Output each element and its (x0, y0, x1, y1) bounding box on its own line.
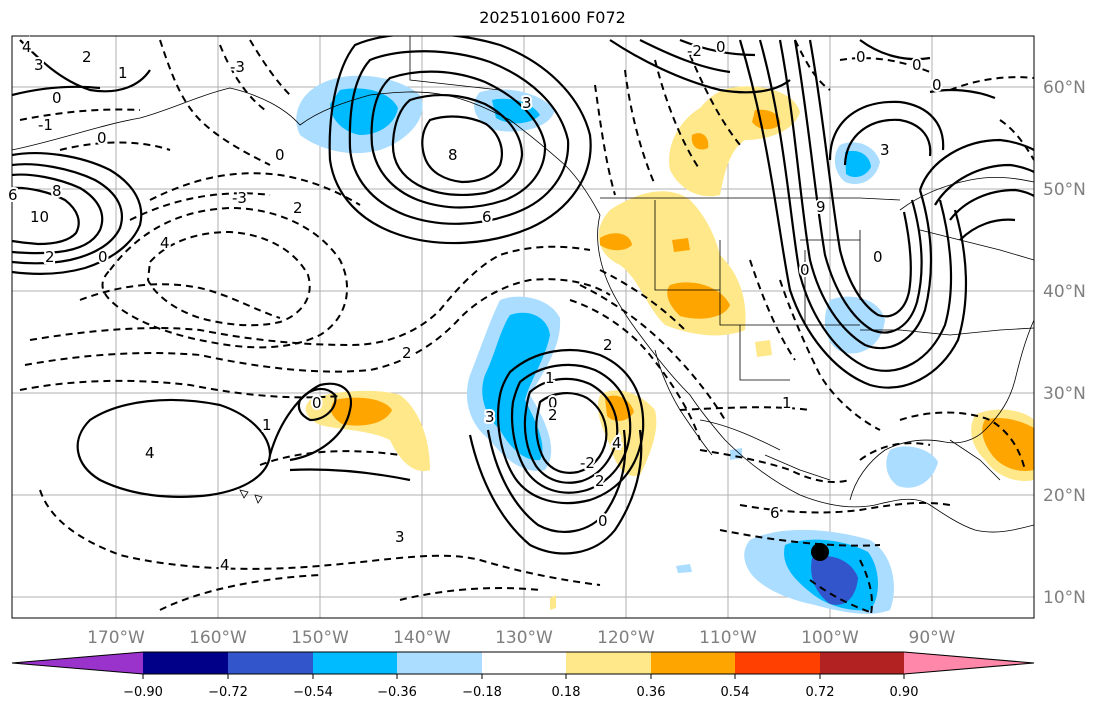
lat-label: 10°N (1043, 588, 1086, 608)
contour-label: 8 (52, 182, 62, 200)
lat-label: 30°N (1043, 384, 1086, 404)
contour-label: 3 (395, 528, 405, 546)
contour-label: 10 (30, 208, 49, 226)
positive-contours (12, 36, 1034, 555)
contour-label: 3 (485, 408, 495, 426)
contour-label: 1 (262, 416, 272, 434)
contour-label: 0 (873, 248, 883, 266)
lat-label: 20°N (1043, 486, 1086, 506)
contour-label: 2 (293, 199, 303, 217)
contour-label: -3 (230, 58, 245, 76)
contour-label: 2 (548, 406, 558, 424)
contour-label: 0 (598, 512, 608, 530)
colorbar-tick-label: −0.72 (208, 685, 248, 700)
contour-label: 0 (548, 394, 558, 412)
contour-label: 0 (912, 56, 922, 74)
colorbar: −0.90 −0.72 −0.54 −0.36 −0.18 0.18 0.36 … (11, 651, 1035, 700)
contour-label: 0 (98, 248, 108, 266)
contour-label: 4 (145, 444, 155, 462)
lat-label: 50°N (1043, 180, 1086, 200)
lon-label: 140°W (393, 628, 451, 648)
contour-label: 8 (448, 146, 458, 164)
contour-label: 4 (220, 556, 230, 574)
longitude-labels: 170°W 160°W 150°W 140°W 130°W 120°W 110°… (87, 628, 956, 648)
colorbar-tick-label: 0.72 (806, 685, 835, 700)
colorbar-tick-label: −0.18 (462, 685, 502, 700)
colorbar-tick-label: 0.18 (552, 685, 581, 700)
contour-label: -2 (580, 454, 595, 472)
colorbar-extend-min (12, 652, 143, 674)
colorbar-bin (143, 652, 228, 674)
position-marker (811, 543, 829, 561)
contour-label: 6 (482, 208, 492, 226)
contour-label: 6 (8, 186, 18, 204)
contour-label: 4 (612, 434, 622, 452)
contour-label: 1 (782, 394, 792, 412)
contour-label: 0 (312, 394, 322, 412)
lat-label: 60°N (1043, 78, 1086, 98)
contour-label: 1 (118, 64, 128, 82)
contour-label: -1 (38, 116, 53, 134)
colorbar-tick-label: −0.36 (377, 685, 417, 700)
colorbar-bin (397, 652, 482, 674)
lon-label: 90°W (909, 628, 956, 648)
lon-label: 110°W (699, 628, 757, 648)
contour-label: 2 (595, 472, 605, 490)
contour-label: 0 (52, 89, 62, 107)
colorbar-bin (228, 652, 313, 674)
contour-label: 9 (816, 198, 826, 216)
map-title: 2025101600 F072 (479, 8, 626, 27)
lon-label: 100°W (801, 628, 859, 648)
colorbar-bin (482, 652, 566, 674)
negative-contours (19, 39, 1034, 618)
lon-label: 160°W (189, 628, 247, 648)
colorbar-bin (313, 652, 397, 674)
lon-label: 170°W (87, 628, 145, 648)
contour-label: 3 (522, 94, 532, 112)
contour-label: 4 (22, 38, 32, 56)
contour-label: -2 (687, 42, 702, 60)
contour-labels: 3 240-31-10038610824-3260401210-223430241… (6, 36, 944, 576)
map-frame (11, 35, 1035, 619)
colorbar-bin (820, 652, 904, 674)
colorbar-tick-label: −0.90 (123, 685, 163, 700)
contour-label: 2 (82, 48, 92, 66)
colorbar-tick-label: 0.90 (890, 685, 919, 700)
lon-label: 120°W (597, 628, 655, 648)
lat-label: 40°N (1043, 282, 1086, 302)
contour-label: 4 (160, 234, 170, 252)
colorbar-bin (566, 652, 651, 674)
contour-label: 6 (770, 504, 780, 522)
contour-label: -3 (232, 189, 247, 207)
lon-label: 150°W (291, 628, 349, 648)
contour-label: 3 (34, 56, 44, 74)
contour-label: 0 (275, 146, 285, 164)
contour-label: 0 (97, 129, 107, 147)
contour-label: 0 (716, 38, 726, 56)
contour-label: 3 (880, 141, 890, 159)
contour-label: 0 (932, 76, 942, 94)
lon-label: 130°W (495, 628, 553, 648)
contour-label: 0 (800, 261, 810, 279)
contour-label: 2 (603, 336, 613, 354)
latitude-labels: 60°N 50°N 40°N 30°N 20°N 10°N (1043, 78, 1086, 608)
colorbar-bin (735, 652, 820, 674)
contour-label: 2 (402, 344, 412, 362)
colorbar-bin (651, 652, 735, 674)
colorbar-tick-label: −0.54 (293, 685, 333, 700)
contour-label: 1 (545, 369, 555, 387)
contour-label: 0 (856, 48, 866, 66)
contour-label: 2 (45, 248, 55, 266)
colorbar-extend-max (904, 652, 1034, 674)
colorbar-tick-label: 0.36 (637, 685, 666, 700)
colorbar-tick-label: 0.54 (721, 685, 750, 700)
